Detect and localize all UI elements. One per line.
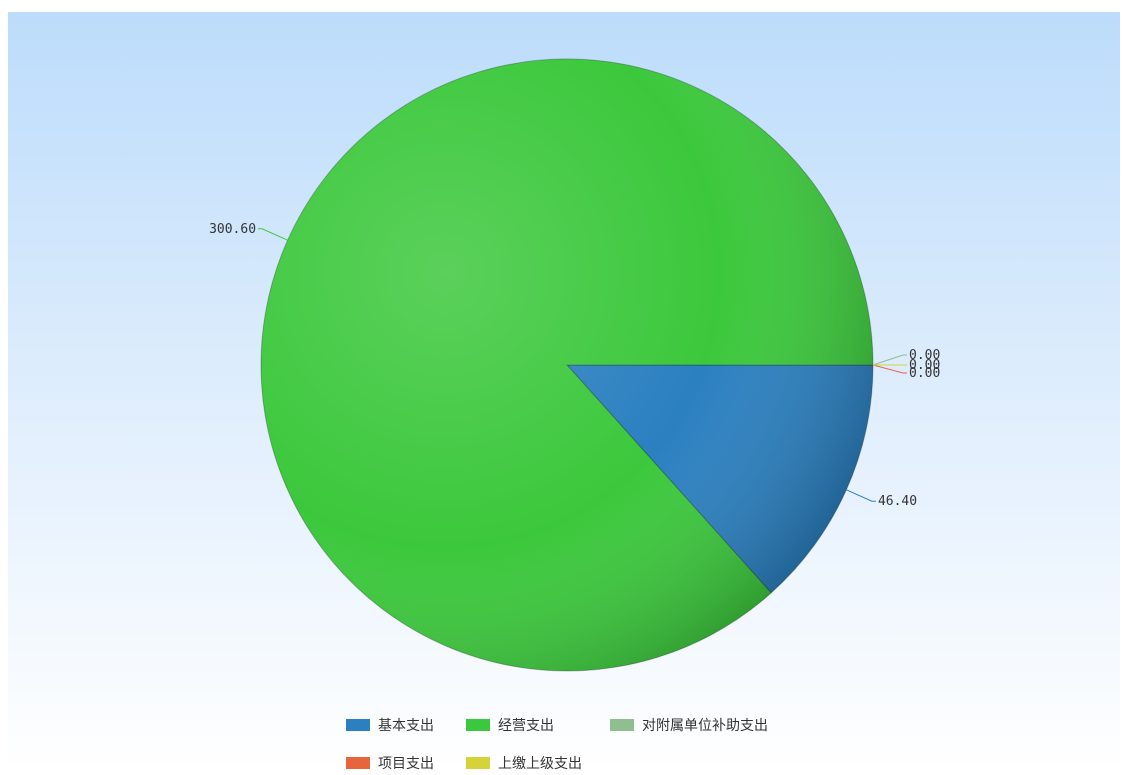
legend-label-4: 项目支出 — [378, 756, 434, 771]
legend-item-5[interactable]: 上缴上级支出 — [466, 756, 582, 772]
slice-value-label-5: 0.00 — [909, 358, 940, 373]
legend-label-2: 经营支出 — [498, 718, 554, 734]
legend-swatch-1 — [346, 719, 370, 731]
slice-value-label-3: 0.00 — [909, 348, 940, 363]
slice-leader-line-1 — [846, 489, 876, 502]
legend-label-5: 上缴上级支出 — [498, 756, 582, 771]
legend-swatch-4 — [346, 757, 370, 769]
legend-label-1: 基本支出 — [378, 717, 434, 734]
legend-swatch-5 — [466, 757, 490, 769]
slice-leader-line-4 — [872, 364, 907, 374]
legend-swatch-2 — [466, 719, 490, 731]
slices-layer — [260, 58, 874, 672]
legend-label-3: 对附属单位补助支出 — [642, 718, 768, 734]
slice-value-label-2: 300.60 — [209, 222, 256, 237]
slice-leader-line-3 — [872, 354, 907, 366]
legend-item-2[interactable]: 经营支出 — [466, 718, 554, 734]
legend-item-4[interactable]: 项目支出 — [346, 756, 434, 772]
slice-value-label-4: 0.00 — [909, 366, 940, 381]
legend-swatch-3 — [610, 719, 634, 731]
slice-leader-line-2 — [258, 228, 288, 241]
slice-value-label-1: 46.40 — [878, 494, 917, 509]
legend-item-3[interactable]: 对附属单位补助支出 — [610, 718, 768, 734]
legend-item-1[interactable]: 基本支出 — [346, 717, 434, 734]
